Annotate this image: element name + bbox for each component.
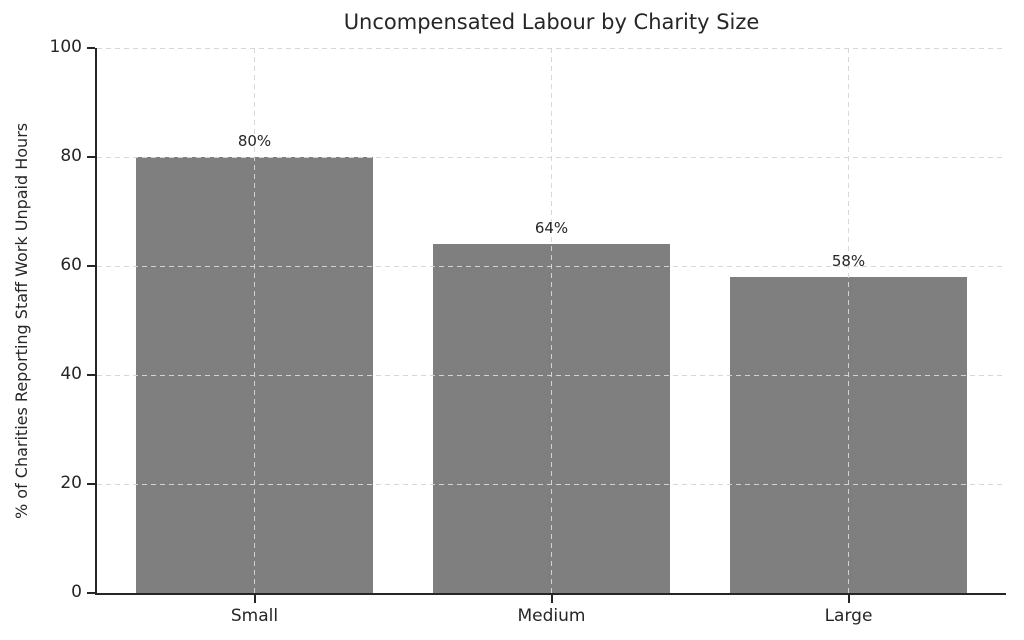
- y-tick-mark: [87, 592, 95, 594]
- x-tick-mark: [550, 595, 553, 603]
- x-tick-mark: [847, 595, 850, 603]
- x-tick-label-large: Large: [824, 606, 873, 626]
- x-tick-label-medium: Medium: [517, 606, 586, 626]
- y-tick-label: 60: [60, 255, 82, 275]
- y-axis-label: % of Charities Reporting Staff Work Unpa…: [12, 122, 31, 519]
- plot-area: 80% 64% 58%: [95, 47, 1006, 595]
- x-axis-spine: [95, 593, 1006, 595]
- y-tick-mark: [87, 374, 95, 376]
- x-gridline: [848, 48, 849, 593]
- x-gridline: [254, 48, 255, 593]
- x-tick-mark: [253, 595, 256, 603]
- x-gridline: [551, 48, 552, 593]
- x-tick-label-small: Small: [230, 606, 279, 626]
- y-tick-label: 0: [71, 582, 82, 602]
- y-tick-mark: [87, 156, 95, 158]
- y-tick-label: 80: [60, 146, 82, 166]
- bar-value-label: 58%: [831, 251, 866, 270]
- bar-value-label: 64%: [534, 219, 569, 238]
- y-tick-label: 40: [60, 364, 82, 384]
- y-tick-label: 20: [60, 473, 82, 493]
- y-tick-label: 100: [49, 37, 82, 57]
- y-tick-mark: [87, 265, 95, 267]
- y-tick-mark: [87, 483, 95, 485]
- y-tick-mark: [87, 47, 95, 49]
- bar-value-label: 80%: [237, 132, 272, 150]
- y-axis-spine: [95, 48, 97, 595]
- chart-title: Uncompensated Labour by Charity Size: [343, 10, 760, 34]
